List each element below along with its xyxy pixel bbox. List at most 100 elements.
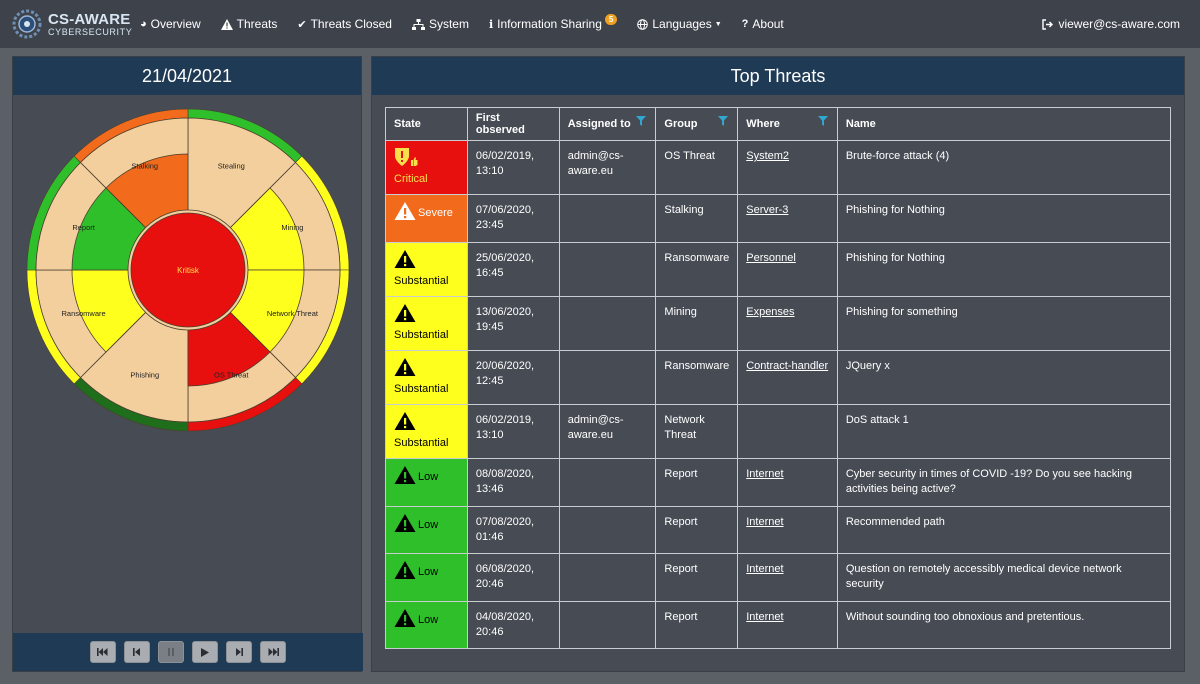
- warning-icon: [220, 18, 233, 30]
- observed-date: 20/06/2020,: [475, 360, 535, 372]
- nav-about[interactable]: ? About: [742, 17, 784, 31]
- threat-name: Brute-force attack (4): [845, 150, 950, 162]
- threat-row[interactable]: Severe 07/06/2020, 23:45 Stalking Server-3 Ph…: [385, 194, 1172, 243]
- first-button[interactable]: [90, 641, 116, 663]
- where-link[interactable]: Personnel: [746, 252, 796, 264]
- top-navbar: CS-AWARE CYBERSECURITY ◕ Overview Threat…: [0, 0, 1200, 48]
- state-label: Critical: [394, 173, 428, 185]
- observed-date: 08/08/2020,: [475, 468, 535, 480]
- threat-row[interactable]: Critical 06/02/2019, 13:10 admin@cs-aware.e…: [385, 140, 1172, 195]
- name-cell: Recommended path: [836, 506, 1172, 554]
- assigned-to-cell: [558, 350, 657, 405]
- filter-icon[interactable]: [817, 116, 828, 126]
- threat-name: Phishing for something: [845, 306, 958, 318]
- state-label: Low: [418, 471, 439, 483]
- observed-time: 01:46: [475, 531, 504, 543]
- observed-date: 07/06/2020,: [475, 204, 535, 216]
- column-header-first-observed[interactable]: First observed: [466, 107, 560, 141]
- nav-information-sharing[interactable]: i Information Sharing 5: [489, 13, 618, 31]
- where-link[interactable]: Internet: [746, 611, 784, 623]
- where-cell: [737, 404, 838, 459]
- brand-logo[interactable]: CS-AWARE CYBERSECURITY: [10, 7, 134, 41]
- assigned-to-cell: admin@cs-aware.eu: [558, 404, 657, 459]
- group-cell: Stalking: [655, 194, 739, 243]
- brand-title: CS-AWARE: [48, 10, 131, 28]
- threat-name: Phishing for Nothing: [845, 204, 945, 216]
- name-cell: JQuery x: [836, 350, 1172, 405]
- assigned-to-cell: [558, 506, 657, 554]
- warning-icon: [394, 201, 416, 226]
- observed-time: 13:10: [475, 429, 504, 441]
- brand-subtitle: CYBERSECURITY: [48, 26, 133, 37]
- next-button[interactable]: [226, 641, 252, 663]
- current-date: 21/04/2021: [141, 65, 233, 86]
- column-header-where[interactable]: Where: [737, 107, 838, 141]
- nav-system[interactable]: System: [411, 17, 469, 31]
- where-cell: Expenses: [737, 296, 838, 351]
- assigned-to-cell: [558, 296, 657, 351]
- threat-row[interactable]: Low 08/08/2020, 13:46 Report Internet Cyber s…: [385, 458, 1172, 507]
- nav-threats[interactable]: Threats: [220, 17, 277, 31]
- threat-wheel-svg: Kritisk Stealing Mining Network Threat OS Th…: [26, 108, 350, 432]
- last-button[interactable]: [260, 641, 286, 663]
- state-cell: Low: [385, 601, 468, 649]
- threat-row[interactable]: Substantial 06/02/2019, 13:10 admin@cs-awar…: [385, 404, 1172, 459]
- column-header-group[interactable]: Group: [655, 107, 739, 141]
- user-menu[interactable]: viewer@cs-aware.com: [1042, 0, 1180, 48]
- observed-date: 06/08/2020,: [475, 563, 535, 575]
- nav-overview[interactable]: ◕ Overview: [140, 17, 201, 31]
- column-header-label: Where: [746, 118, 780, 130]
- threat-name: Phishing for Nothing: [845, 252, 945, 264]
- where-link[interactable]: Internet: [746, 563, 784, 575]
- group-cell: Ransomware: [655, 242, 739, 297]
- group-value: Mining: [664, 306, 697, 318]
- threat-row[interactable]: Substantial 25/06/2020, 16:45 Ransomware Per…: [385, 242, 1172, 297]
- previous-button[interactable]: [124, 641, 150, 663]
- nav-languages[interactable]: Languages ▼: [637, 17, 722, 31]
- filter-icon[interactable]: [718, 116, 729, 126]
- threats-table: State First observed Assigned to Group W…: [385, 107, 1172, 649]
- nav-system-label: System: [428, 17, 469, 31]
- where-link[interactable]: Contract-handler: [746, 360, 829, 372]
- where-link[interactable]: Server-3: [746, 204, 789, 216]
- play-button[interactable]: [192, 641, 218, 663]
- column-header-assigned-to[interactable]: Assigned to: [558, 107, 657, 141]
- threat-row[interactable]: Substantial 20/06/2020, 12:45 Ransomware Con…: [385, 350, 1172, 405]
- next-icon: [236, 648, 243, 656]
- column-header-state[interactable]: State: [385, 107, 468, 141]
- pause-button[interactable]: [158, 641, 184, 663]
- wheel-center-label: Kritisk: [177, 266, 200, 275]
- nav-threats-closed[interactable]: ✔ Threats Closed: [297, 17, 392, 31]
- wheel-label-phishing: Phishing: [130, 370, 159, 379]
- first-observed-cell: 07/08/2020, 01:46: [466, 506, 560, 554]
- wheel-label-os-threat: OS Threat: [214, 370, 249, 379]
- threat-name: DoS attack 1: [845, 414, 909, 426]
- where-link[interactable]: Internet: [746, 516, 784, 528]
- threat-row[interactable]: Low 04/08/2020, 20:46 Report Internet Without…: [385, 601, 1172, 649]
- column-header-label: Name: [845, 118, 876, 130]
- check-icon: ✔: [297, 18, 307, 31]
- group-cell: Report: [655, 506, 739, 554]
- first-observed-cell: 06/08/2020, 20:46: [466, 553, 560, 602]
- notification-badge: 5: [604, 13, 618, 25]
- column-header-label: Assigned to: [567, 118, 631, 130]
- assigned-to-cell: admin@cs-aware.eu: [558, 140, 657, 195]
- threat-row[interactable]: Substantial 13/06/2020, 19:45 Mining Expense…: [385, 296, 1172, 351]
- nav-languages-label: Languages: [652, 17, 712, 31]
- filter-icon[interactable]: [636, 116, 647, 126]
- where-link[interactable]: Expenses: [746, 306, 795, 318]
- where-link[interactable]: System2: [746, 150, 790, 162]
- threat-row[interactable]: Low 07/08/2020, 01:46 Report Internet Recomme…: [385, 506, 1172, 554]
- group-cell: Mining: [655, 296, 739, 351]
- threat-name: JQuery x: [845, 360, 890, 372]
- observed-time: 19:45: [475, 321, 504, 333]
- chevron-down-icon: ▼: [714, 20, 722, 28]
- where-link[interactable]: Internet: [746, 468, 784, 480]
- group-cell: OS Threat: [655, 140, 739, 195]
- column-header-name[interactable]: Name: [836, 107, 1172, 141]
- group-value: Report: [664, 516, 698, 528]
- state-label: Low: [418, 519, 439, 531]
- overview-panel: 21/04/2021 Kritisk Stealing Mining Network …: [12, 56, 363, 672]
- warning-icon: [394, 513, 416, 538]
- threat-row[interactable]: Low 06/08/2020, 20:46 Report Internet Questio…: [385, 553, 1172, 602]
